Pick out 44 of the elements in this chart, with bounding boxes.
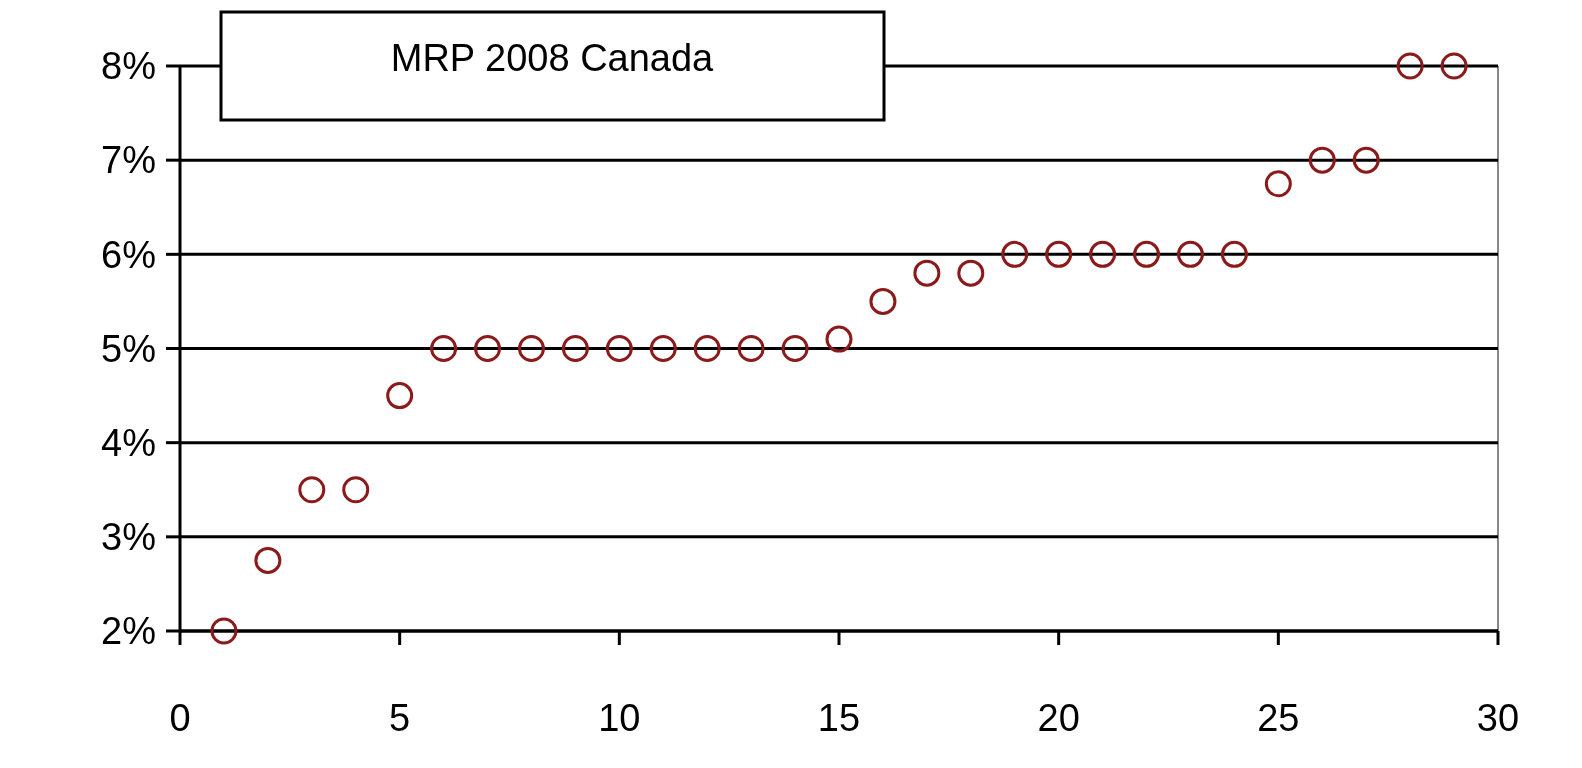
point: [1045, 240, 1073, 268]
y-tick-label: 3%: [101, 516, 156, 559]
x-tick-label: 0: [169, 697, 191, 739]
point: [649, 335, 677, 362]
point: [1133, 240, 1161, 268]
point: [561, 335, 589, 362]
point: [693, 335, 721, 362]
chart-title: MRP 2008 Canada: [390, 37, 715, 80]
point: [1264, 170, 1292, 198]
point: [913, 259, 941, 287]
point: [254, 546, 282, 574]
point: [342, 476, 370, 504]
point: [1352, 146, 1380, 174]
x-tick-label: 15: [817, 697, 861, 739]
x-tick-label: 20: [1037, 697, 1080, 739]
point: [1308, 146, 1336, 174]
y-tick-label: 7%: [101, 139, 156, 182]
point: [781, 335, 809, 362]
point: [825, 325, 853, 353]
point: [957, 259, 985, 287]
point: [210, 617, 238, 645]
y-tick-label: 2%: [101, 610, 156, 653]
point: [430, 335, 458, 362]
point: [1396, 52, 1424, 80]
x-tick-label: 30: [1476, 697, 1520, 739]
point: [1220, 240, 1248, 268]
y-tick-label: 5%: [101, 327, 156, 370]
point: [517, 335, 545, 362]
point: [1089, 240, 1117, 268]
y-tick-label: 4%: [101, 421, 156, 464]
point: [1001, 240, 1029, 268]
point: [386, 382, 414, 410]
point: [1176, 240, 1204, 268]
point: [605, 335, 633, 362]
point: [737, 335, 765, 362]
y-tick-label: 8%: [101, 45, 156, 88]
x-tick-label: 10: [598, 697, 641, 739]
point: [1440, 52, 1468, 80]
x-tick-label: 5: [389, 697, 411, 739]
point: [298, 476, 326, 504]
point: [869, 287, 897, 315]
y-tick-label: 6%: [101, 233, 156, 276]
point: [474, 335, 502, 362]
x-tick-label: 25: [1257, 697, 1300, 739]
